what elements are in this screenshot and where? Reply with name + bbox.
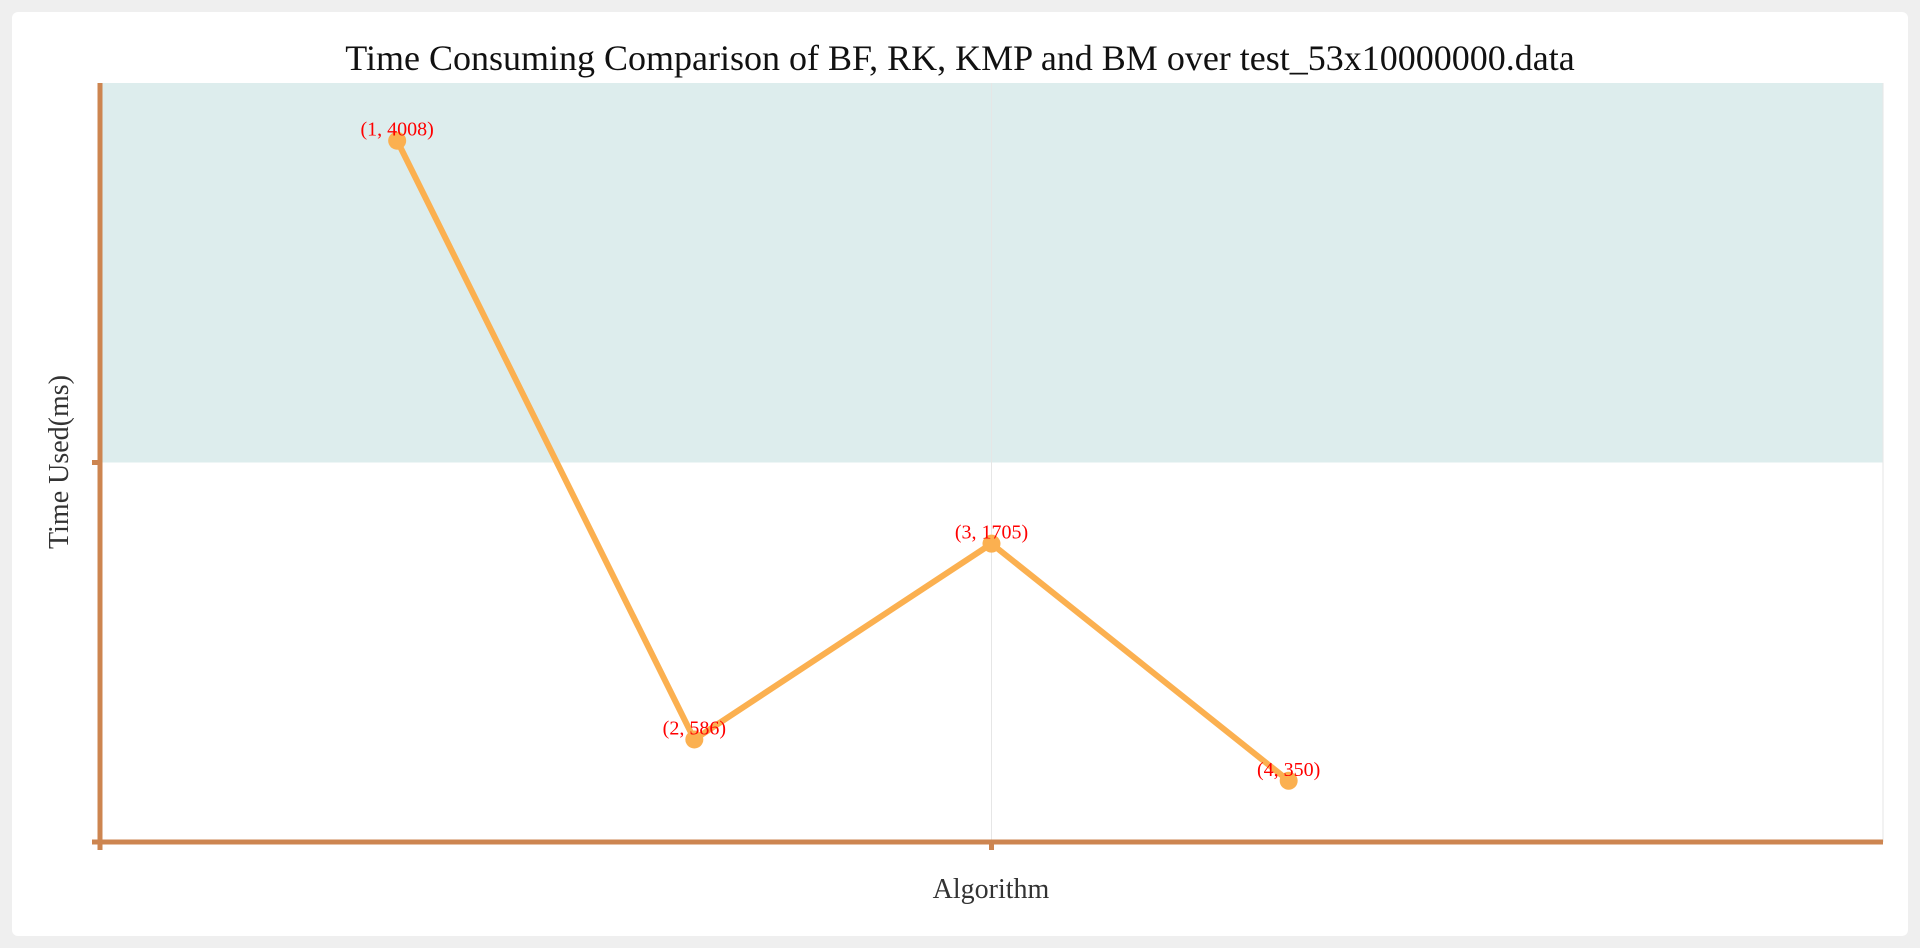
data-label: (1, 4008) — [361, 119, 434, 141]
chart-title: Time Consuming Comparison of BF, RK, KMP… — [345, 38, 1575, 78]
x-axis — [97, 839, 1883, 850]
x-axis-label: Algorithm — [933, 874, 1050, 905]
data-label: (2, 586) — [663, 717, 726, 739]
data-point — [685, 730, 704, 749]
data-label: (3, 1705) — [955, 522, 1028, 544]
series-line — [394, 139, 1291, 784]
grid-lines — [991, 83, 1884, 842]
y-axis — [92, 83, 103, 845]
data-label: (4, 350) — [1257, 759, 1320, 781]
y-axis-label: Time Used(ms) — [44, 375, 75, 549]
data-point — [1279, 771, 1298, 790]
data-points — [388, 131, 1298, 790]
data-point — [388, 131, 407, 150]
data-point — [982, 534, 1001, 553]
data-labels: (1, 4008) (2, 586) (3, 1705) (4, 350) — [361, 119, 1321, 781]
